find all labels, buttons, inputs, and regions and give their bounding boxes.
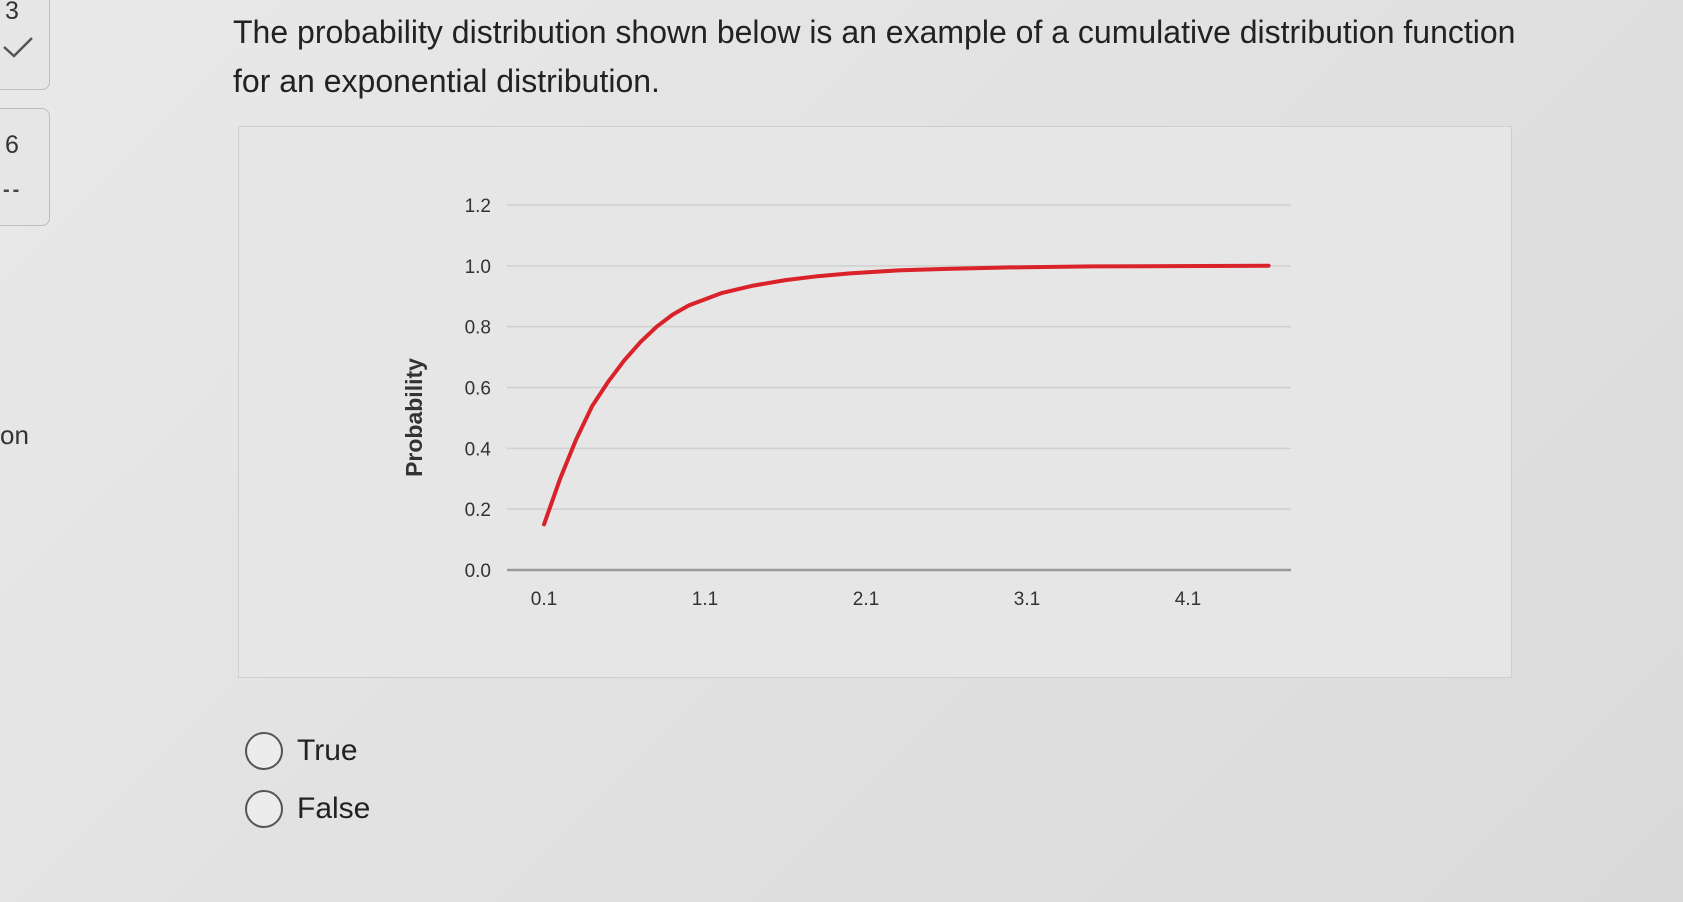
x-tick-label: 1.1	[692, 589, 718, 610]
unanswered-status: --	[3, 179, 23, 201]
question-number: 6	[5, 131, 19, 159]
y-tick-label: 0.6	[465, 379, 491, 400]
question-number: 3	[5, 0, 19, 25]
y-tick-label: 0.8	[465, 318, 491, 339]
y-tick-label: 0.4	[465, 439, 492, 460]
chart-container: 0.0 0.2 0.4 0.6 0.8 1.0 1.2 0.1 1.1 2.1 3.1 4.1 Prob…	[238, 126, 1512, 678]
option-true[interactable]: True	[245, 722, 370, 780]
x-tick-label: 2.1	[853, 589, 879, 610]
option-label: True	[297, 734, 358, 767]
y-tick-label: 1.0	[465, 257, 491, 278]
option-label: False	[297, 792, 371, 825]
radio-button[interactable]	[245, 732, 283, 770]
y-tick-label: 0.0	[465, 561, 491, 582]
y-axis-label: Probability	[401, 358, 427, 477]
x-tick-label: 3.1	[1014, 589, 1040, 610]
option-false[interactable]: False	[245, 780, 370, 838]
y-tick-label: 0.2	[465, 500, 491, 521]
x-tick-label: 0.1	[531, 589, 557, 610]
cdf-chart: 0.0 0.2 0.4 0.6 0.8 1.0 1.2 0.1 1.1 2.1 3.1 4.1 Prob…	[401, 196, 1291, 610]
question-nav-6[interactable]: 6 --	[0, 108, 50, 226]
radio-button[interactable]	[245, 790, 283, 828]
cdf-curve	[542, 263, 1271, 527]
x-tick-label: 4.1	[1175, 589, 1201, 610]
y-tick-label: 1.2	[465, 196, 491, 217]
checkmark-icon	[3, 37, 33, 58]
answer-options: True False	[245, 722, 370, 838]
question-nav-3[interactable]: 3	[0, 0, 50, 90]
side-text-fragment: on	[0, 420, 29, 450]
question-text: The probability distribution shown below…	[233, 14, 1516, 99]
